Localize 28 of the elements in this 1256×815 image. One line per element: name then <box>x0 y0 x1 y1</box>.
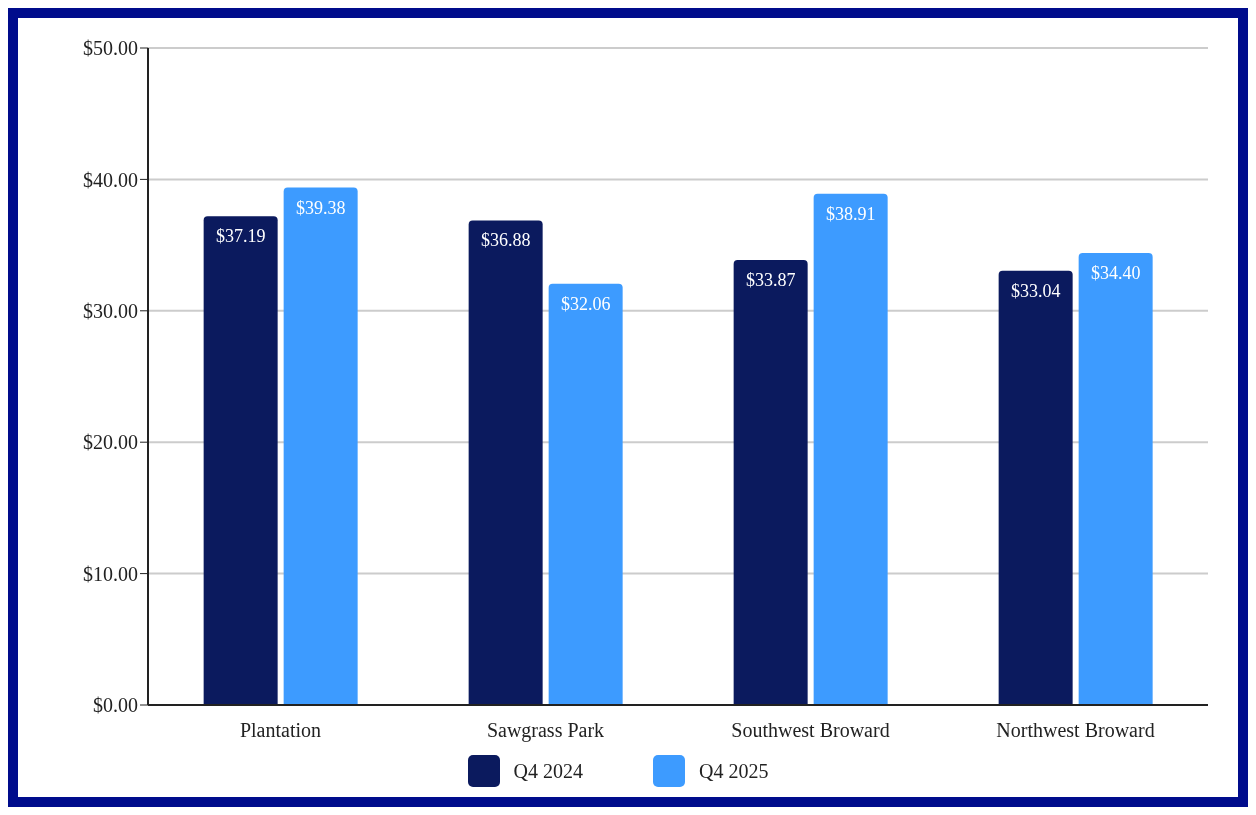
bar <box>733 259 808 705</box>
data-label: $32.06 <box>560 293 611 314</box>
bar <box>548 283 623 705</box>
y-tick-label: $30.00 <box>83 299 138 322</box>
x-tick-label: Southwest Broward <box>731 719 890 742</box>
x-tick-label: Sawgrass Park <box>486 719 605 743</box>
legend-label: Q4 2024 <box>513 759 583 783</box>
data-label: $38.91 <box>825 203 876 224</box>
x-tick-label: Northwest Broward <box>996 719 1155 742</box>
y-tick-label: $10.00 <box>83 562 138 585</box>
data-label: $36.88 <box>480 230 531 251</box>
bar <box>998 270 1073 705</box>
y-tick-label: $0.00 <box>93 694 138 717</box>
data-label: $33.04 <box>1010 280 1061 301</box>
x-tick-label: Plantation <box>239 719 322 742</box>
data-label: $33.87 <box>745 269 796 290</box>
bar <box>203 216 278 705</box>
y-tick-label: $50.00 <box>83 37 138 60</box>
y-tick-label: $40.00 <box>83 168 138 191</box>
data-label: $34.40 <box>1090 262 1141 283</box>
bar <box>468 220 543 705</box>
bar <box>283 187 358 705</box>
bar <box>1078 252 1153 705</box>
bar <box>813 193 888 705</box>
data-label: $37.19 <box>215 226 266 247</box>
y-tick-label: $20.00 <box>83 431 138 454</box>
legend-label: Q4 2025 <box>699 759 769 783</box>
data-label: $39.38 <box>295 197 346 218</box>
